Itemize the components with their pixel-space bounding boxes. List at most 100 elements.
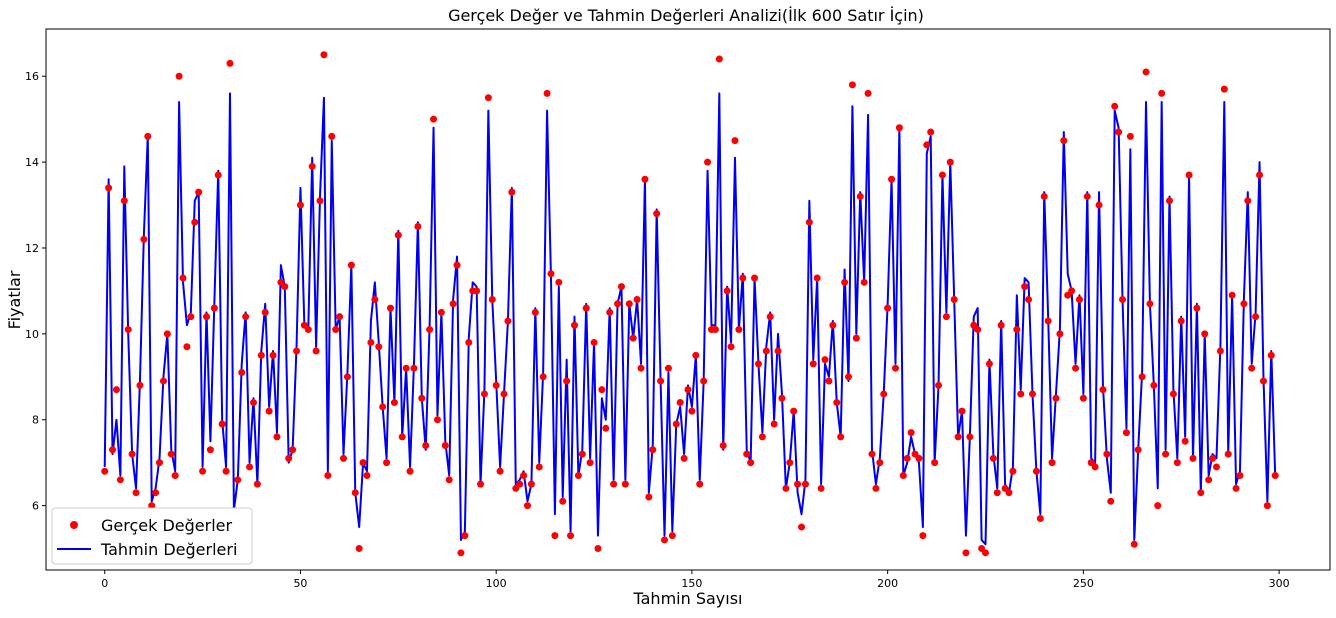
y-tick-label: 14 xyxy=(25,156,39,169)
data-point-gercek-deger xyxy=(1173,459,1181,467)
data-point-gercek-deger xyxy=(774,347,782,355)
data-point-gercek-deger xyxy=(406,467,414,475)
data-point-gercek-deger xyxy=(1181,437,1189,445)
data-point-gercek-deger xyxy=(606,308,614,316)
data-point-gercek-deger xyxy=(410,364,418,372)
data-point-gercek-deger xyxy=(1040,192,1048,200)
data-point-gercek-deger xyxy=(1166,197,1173,205)
data-point-gercek-deger xyxy=(852,334,860,342)
data-point-gercek-deger xyxy=(727,343,735,351)
data-point-gercek-deger xyxy=(363,472,371,480)
data-point-gercek-deger xyxy=(1103,450,1111,458)
data-point-gercek-deger xyxy=(559,497,567,505)
x-tick-label: 250 xyxy=(1073,577,1094,590)
data-point-gercek-deger xyxy=(938,171,946,179)
data-point-gercek-deger xyxy=(903,454,911,462)
data-point-gercek-deger xyxy=(418,394,426,402)
data-point-gercek-deger xyxy=(430,115,438,123)
data-point-gercek-deger xyxy=(273,433,281,441)
data-point-gercek-deger xyxy=(488,296,496,303)
data-point-gercek-deger xyxy=(1056,330,1064,338)
data-point-gercek-deger xyxy=(206,446,214,454)
data-point-gercek-deger xyxy=(332,326,340,334)
y-axis-label: Fiyatlar xyxy=(5,270,24,329)
data-point-gercek-deger xyxy=(1134,446,1142,454)
data-point-gercek-deger xyxy=(1079,394,1087,402)
data-point-gercek-deger xyxy=(1017,390,1025,398)
data-point-gercek-deger xyxy=(653,210,661,218)
legend-marker-gercek-degerler xyxy=(70,521,78,529)
data-point-gercek-deger xyxy=(257,351,265,359)
data-point-gercek-deger xyxy=(1259,377,1267,385)
data-point-gercek-deger xyxy=(1228,291,1236,299)
data-point-gercek-deger xyxy=(966,433,974,441)
data-point-gercek-deger xyxy=(891,364,899,372)
data-point-gercek-deger xyxy=(293,347,301,355)
data-point-gercek-deger xyxy=(210,304,218,312)
data-point-gercek-deger xyxy=(453,261,461,269)
data-point-gercek-deger xyxy=(477,480,485,488)
data-point-gercek-deger xyxy=(120,197,128,205)
data-point-gercek-deger xyxy=(1119,296,1127,303)
data-point-gercek-deger xyxy=(367,338,375,346)
data-point-gercek-deger xyxy=(1146,300,1154,308)
data-point-gercek-deger xyxy=(457,549,465,557)
data-point-gercek-deger xyxy=(688,407,696,415)
data-point-gercek-deger xyxy=(328,132,336,140)
x-axis-ticks: 0 50 100 150 200 250 300 xyxy=(101,570,1290,590)
data-point-gercek-deger xyxy=(1115,128,1123,136)
data-point-gercek-deger xyxy=(821,356,829,364)
data-point-gercek-deger xyxy=(1185,171,1193,179)
data-point-gercek-deger xyxy=(222,467,230,475)
data-point-gercek-deger xyxy=(895,124,903,132)
data-point-gercek-deger xyxy=(1248,364,1256,372)
data-point-gercek-deger xyxy=(1209,454,1217,462)
data-point-gercek-deger xyxy=(837,433,845,441)
data-point-gercek-deger xyxy=(379,403,387,411)
data-point-gercek-deger xyxy=(183,343,191,351)
data-point-gercek-deger xyxy=(805,218,813,226)
y-tick-label: 8 xyxy=(32,414,39,427)
data-point-gercek-deger xyxy=(927,128,935,136)
data-point-gercek-deger xyxy=(590,338,598,346)
data-point-gercek-deger xyxy=(758,433,766,441)
data-point-gercek-deger xyxy=(535,463,543,471)
data-point-gercek-deger xyxy=(715,55,723,63)
data-point-gercek-deger xyxy=(743,450,751,458)
data-point-gercek-deger xyxy=(473,287,481,295)
data-point-gercek-deger xyxy=(766,313,774,321)
legend-label-gercek-degerler: Gerçek Değerler xyxy=(101,516,232,535)
data-point-gercek-deger xyxy=(1130,540,1138,548)
data-point-gercek-deger xyxy=(308,162,316,170)
data-point-gercek-deger xyxy=(199,467,207,475)
data-point-gercek-deger xyxy=(1197,489,1205,497)
data-point-gercek-deger xyxy=(1068,287,1076,295)
data-point-gercek-deger xyxy=(234,476,242,484)
data-point-gercek-deger xyxy=(684,386,692,394)
data-point-gercek-deger xyxy=(872,484,880,492)
data-point-gercek-deger xyxy=(1162,450,1170,458)
x-tick-label: 200 xyxy=(877,577,898,590)
data-point-gercek-deger xyxy=(214,171,222,179)
data-point-gercek-deger xyxy=(465,338,473,346)
data-point-gercek-deger xyxy=(109,446,117,454)
data-point-gercek-deger xyxy=(179,274,187,282)
data-point-gercek-deger xyxy=(105,184,113,192)
data-point-gercek-deger xyxy=(747,459,755,467)
data-point-gercek-deger xyxy=(1232,484,1240,492)
data-point-gercek-deger xyxy=(163,330,171,338)
data-point-gercek-deger xyxy=(1216,347,1224,355)
data-point-gercek-deger xyxy=(128,450,136,458)
data-point-gercek-deger xyxy=(582,304,590,312)
data-point-gercek-deger xyxy=(461,532,469,540)
data-point-gercek-deger xyxy=(296,201,304,209)
data-point-gercek-deger xyxy=(985,360,993,368)
data-point-gercek-deger xyxy=(1158,89,1166,97)
data-point-gercek-deger xyxy=(625,300,633,308)
data-point-gercek-deger xyxy=(1044,317,1052,325)
data-point-gercek-deger xyxy=(982,549,990,557)
data-point-gercek-deger xyxy=(649,446,657,454)
data-point-gercek-deger xyxy=(762,347,770,355)
data-point-gercek-deger xyxy=(1205,476,1213,484)
data-point-gercek-deger xyxy=(390,399,398,407)
